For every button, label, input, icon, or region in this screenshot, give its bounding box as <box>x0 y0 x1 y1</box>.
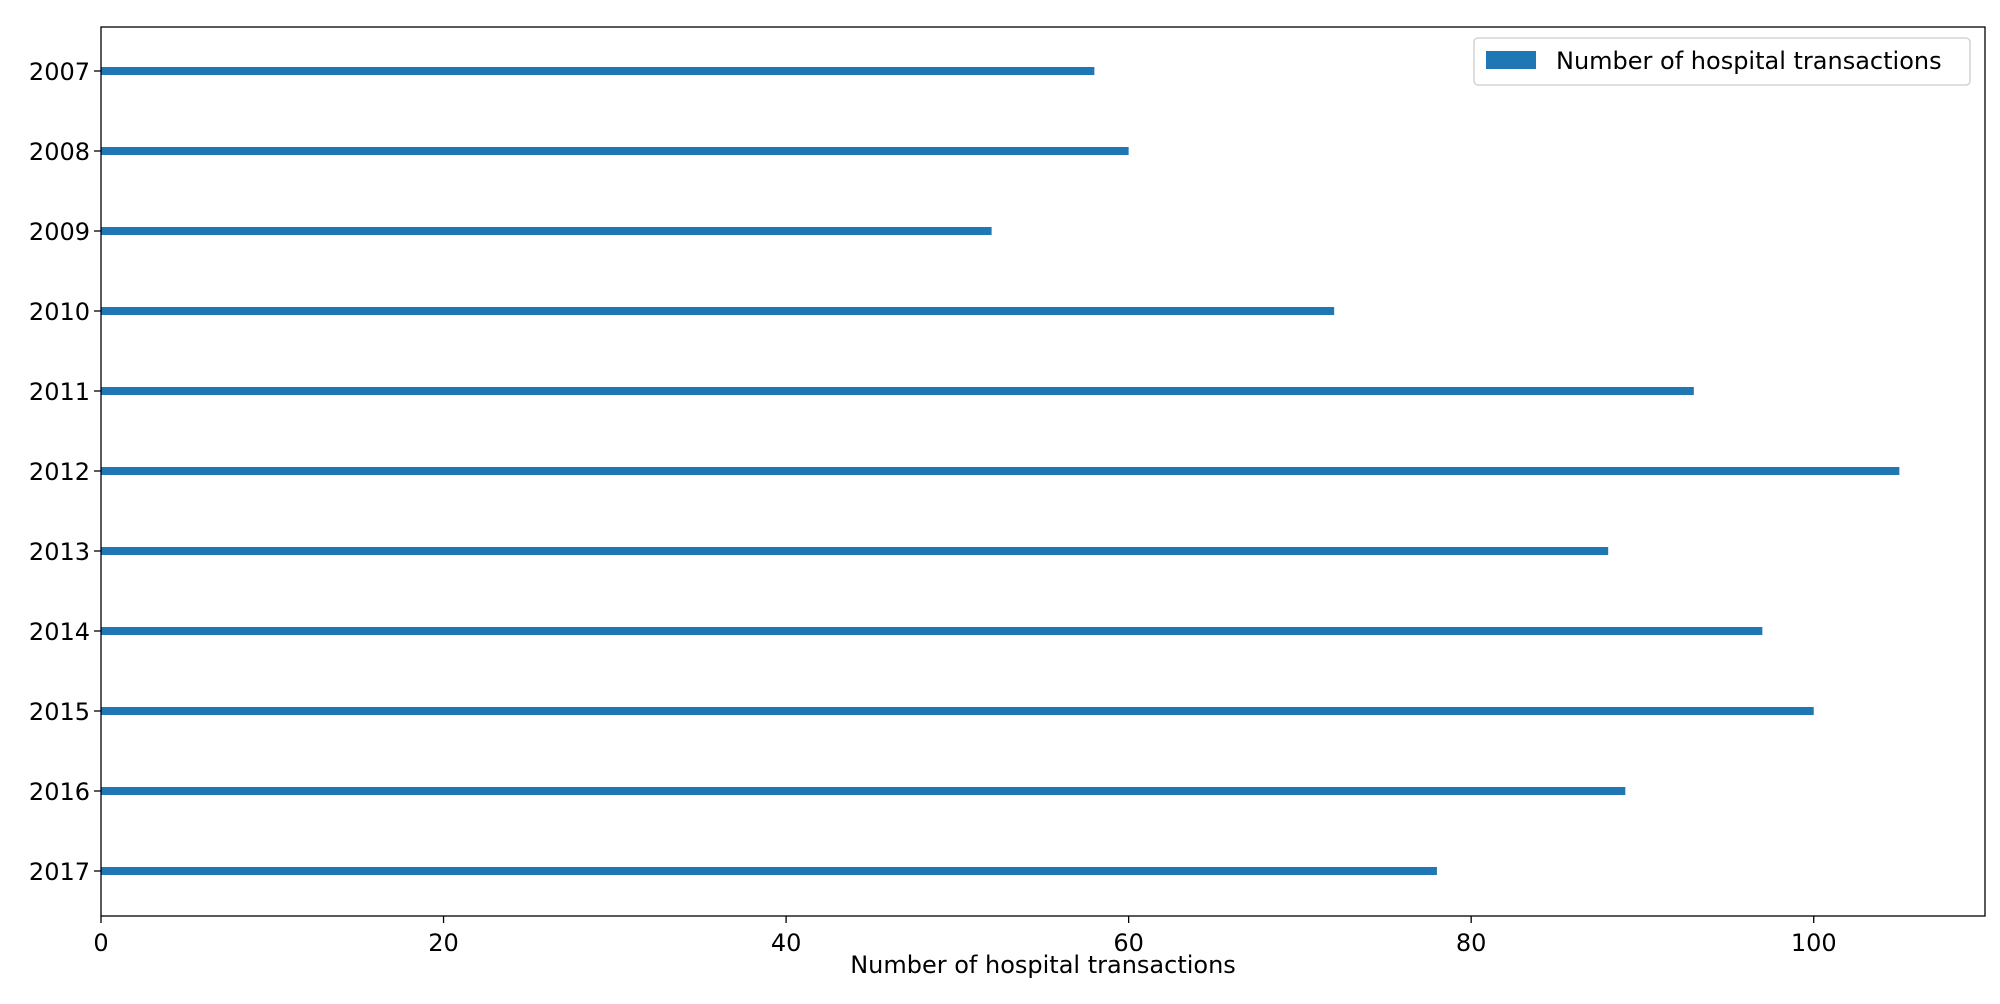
legend: Number of hospital transactions <box>1473 37 1971 86</box>
x-tick-label-80: 80 <box>1456 929 1487 957</box>
y-tick-label-2012: 2012 <box>29 458 90 486</box>
y-tick-label-2013: 2013 <box>29 538 90 566</box>
bar-2011 <box>101 387 1694 395</box>
bar-2009 <box>101 227 992 235</box>
bar-2013 <box>101 547 1609 555</box>
y-tick-label-2015: 2015 <box>29 698 90 726</box>
bar-2015 <box>101 707 1814 715</box>
x-tick-label-40: 40 <box>771 929 802 957</box>
x-axis-ticks: 0 20 40 60 80 100 <box>93 916 1837 957</box>
bar-2014 <box>101 627 1763 635</box>
y-tick-label-2007: 2007 <box>29 58 90 86</box>
x-tick-label-0: 0 <box>93 929 108 957</box>
y-tick-label-2008: 2008 <box>29 138 90 166</box>
x-tick-label-100: 100 <box>1791 929 1837 957</box>
x-axis-label: Number of hospital transactions <box>850 951 1236 979</box>
bar-2016 <box>101 787 1626 795</box>
legend-box <box>1473 37 1971 86</box>
x-tick-label-20: 20 <box>428 929 459 957</box>
bars-layer <box>101 67 1900 875</box>
y-tick-label-2014: 2014 <box>29 618 90 646</box>
y-axis-ticks: 2007 2008 2009 2010 2011 2012 2013 2014 2015 2016… <box>29 58 101 886</box>
legend-label: Number of hospital transactions <box>1556 47 1942 75</box>
legend-swatch <box>1486 51 1536 69</box>
bar-2007 <box>101 67 1095 75</box>
bar-2010 <box>101 307 1335 315</box>
y-tick-label-2016: 2016 <box>29 778 90 806</box>
y-tick-label-2017: 2017 <box>29 858 90 886</box>
y-tick-label-2009: 2009 <box>29 218 90 246</box>
y-tick-label-2011: 2011 <box>29 378 90 406</box>
bar-2017 <box>101 867 1437 875</box>
bar-2008 <box>101 147 1129 155</box>
bar-2012 <box>101 467 1900 475</box>
x-tick-label-60: 60 <box>1113 929 1144 957</box>
y-tick-label-2010: 2010 <box>29 298 90 326</box>
